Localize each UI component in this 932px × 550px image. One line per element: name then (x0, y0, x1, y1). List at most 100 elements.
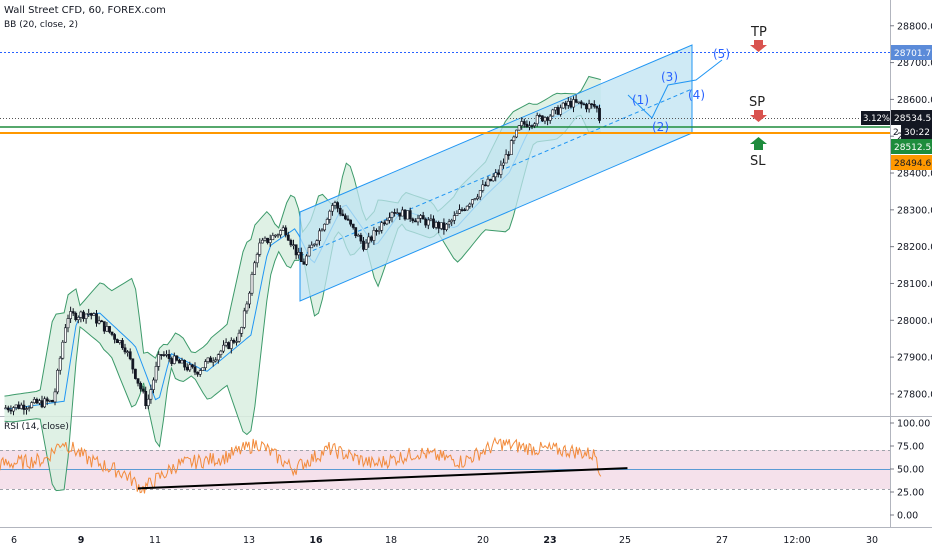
candle-body-up (455, 213, 459, 216)
candle (136, 378, 140, 387)
candle-body-down (351, 223, 355, 228)
candle-body-up (434, 222, 438, 228)
candle-body-up (146, 398, 150, 407)
candle (162, 351, 166, 357)
candle (468, 202, 472, 209)
candle-body-down (162, 354, 166, 356)
candle-body-up (372, 230, 376, 241)
candle-body-up (154, 366, 158, 381)
candle (84, 313, 88, 324)
candle-body-up (214, 359, 218, 362)
candle (115, 338, 119, 343)
candle-body-up (206, 357, 210, 362)
candle (579, 100, 583, 109)
rsi-axis[interactable]: 100.00 75.00 50.00 25.00 0.00 (890, 419, 930, 522)
candle-body-down (123, 347, 127, 353)
candle (312, 243, 316, 247)
symbol-title[interactable]: Wall Street CFD, 60, FOREX.com (4, 5, 166, 16)
candle-body-up (149, 389, 153, 400)
candle (595, 105, 599, 113)
candle-body-up (416, 218, 420, 223)
candle (525, 120, 529, 128)
candle (45, 396, 49, 406)
candle (250, 271, 254, 296)
candle-body-up (61, 341, 65, 359)
price-tick-label: 28700.0 (897, 58, 932, 69)
candle-body-down (530, 125, 534, 127)
candle-body-down (343, 215, 347, 220)
candle (292, 239, 295, 250)
candle (491, 173, 495, 182)
tp-label: TP (750, 25, 767, 40)
candle-body-up (180, 359, 184, 364)
price-tick-label: 28800.0 (897, 21, 932, 32)
candle-body-up (473, 198, 477, 200)
candle-body-down (74, 312, 78, 321)
candle-body-down (22, 404, 26, 410)
candle-body-down (398, 212, 402, 217)
candle (367, 232, 371, 248)
candle (178, 358, 181, 364)
candle-body-down (463, 209, 467, 211)
candle-body-up (235, 341, 238, 343)
bb-indicator-label[interactable]: BB (20, close, 2) (4, 20, 78, 30)
candle-body-up (30, 402, 34, 408)
candle (426, 217, 430, 230)
candle (486, 176, 490, 187)
last-price-tag-text: 28534.5 (894, 114, 931, 124)
candle (343, 213, 347, 221)
candle (455, 210, 459, 216)
candle-body-up (323, 223, 327, 231)
candle (30, 401, 34, 409)
candle (585, 102, 588, 113)
candle-body-up (325, 219, 329, 225)
candle (185, 363, 189, 372)
candle (351, 223, 355, 230)
candle (447, 218, 451, 229)
wave-projection-path[interactable] (627, 59, 723, 119)
candle (209, 355, 213, 363)
candle (152, 377, 155, 394)
tp-price-tag-text: 28701.7 (894, 49, 931, 59)
candle (240, 326, 244, 337)
candle-body-down (178, 359, 181, 364)
rsi-trendline[interactable] (137, 467, 628, 490)
candle-body-up (255, 254, 259, 264)
candle (53, 388, 57, 406)
candle-body-down (115, 339, 119, 343)
candle-body-up (429, 218, 433, 221)
price-tick-label: 27900.0 (897, 353, 932, 364)
candle-body-down (338, 208, 342, 215)
candle (170, 356, 174, 366)
candle (260, 237, 264, 244)
candle-body-up (245, 303, 249, 312)
time-tick-label: 13 (243, 535, 255, 546)
candle (553, 107, 557, 115)
candle-body-up (400, 209, 404, 217)
candle-body-up (222, 344, 225, 352)
candle (377, 226, 381, 235)
candle-body-down (564, 102, 568, 106)
candle-body-up (237, 332, 241, 342)
pct-tag-text: 3.12% (863, 114, 890, 124)
candle-body-down (284, 227, 288, 236)
candle-body-down (369, 236, 373, 241)
price-axis[interactable]: 28800.028700.028600.028500.028400.028300… (890, 21, 932, 400)
candle (452, 211, 456, 225)
candle-body-down (134, 368, 137, 379)
candle (328, 209, 332, 224)
candle-body-down (437, 222, 441, 229)
candle (40, 395, 44, 409)
rsi-indicator-label[interactable]: RSI (14, close) (4, 422, 69, 432)
candle (58, 356, 62, 375)
candle-body-up (520, 121, 524, 126)
candle-body-down (71, 311, 75, 314)
time-axis[interactable]: 6 9 11 13 16 18 20 23 25 27 12:00 30 (11, 535, 878, 546)
candle-body-up (486, 178, 490, 186)
candle (191, 363, 194, 369)
candle-body-up (224, 342, 228, 346)
candle-body-up (502, 162, 505, 166)
candle (198, 368, 202, 377)
